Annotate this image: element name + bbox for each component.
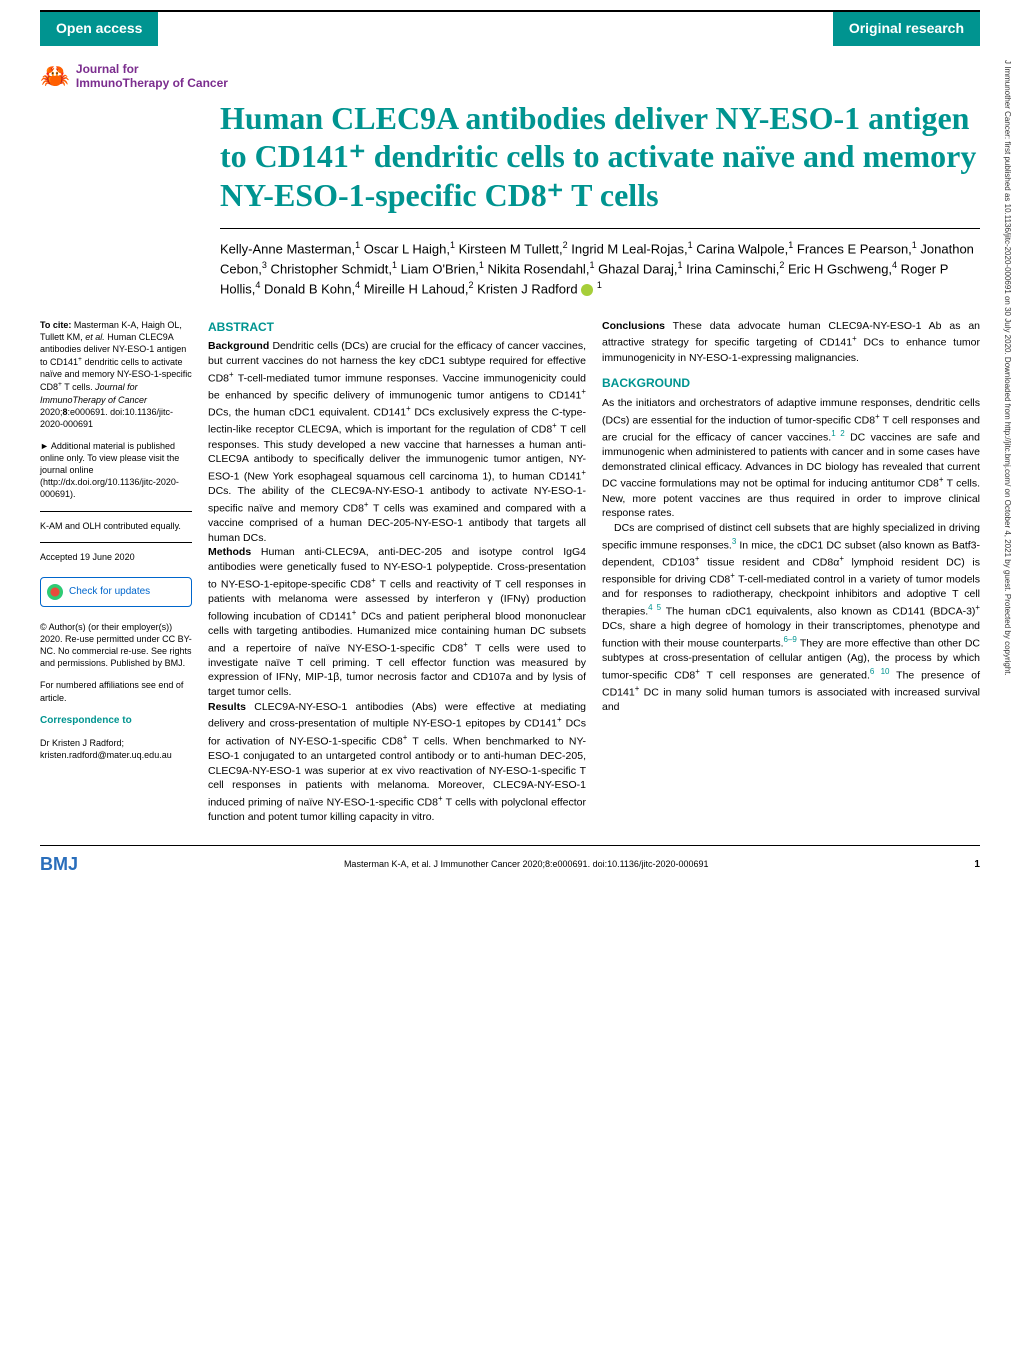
- journal-logo: 🦀 Journal for ImmunoTherapy of Cancer: [40, 62, 1020, 91]
- abstract-methods: Methods Human anti-CLEC9A, anti-DEC-205 …: [208, 545, 586, 699]
- check-updates-text: Check for updates: [69, 585, 150, 599]
- sidebar-rule-2: [40, 542, 192, 543]
- license-text: © Author(s) (or their employer(s)) 2020.…: [40, 621, 192, 670]
- journal-crab-icon: 🦀: [40, 62, 70, 91]
- column-left: ABSTRACT Background Dendritic cells (DCs…: [208, 319, 586, 825]
- bmj-logo: BMJ: [40, 854, 78, 875]
- main-columns: ABSTRACT Background Dendritic cells (DCs…: [208, 319, 980, 825]
- additional-material: ► Additional material is published onlin…: [40, 440, 192, 501]
- abstract-heading: ABSTRACT: [208, 319, 586, 336]
- abstract-background: Background Dendritic cells (DCs) are cru…: [208, 339, 586, 545]
- sidebar-rule-1: [40, 511, 192, 512]
- footer: BMJ Masterman K-A, et al. J Immunother C…: [40, 845, 980, 875]
- title-rule: [220, 228, 980, 229]
- sidebar: To cite: Masterman K-A, Haigh OL, Tullet…: [40, 319, 208, 825]
- contributed-equally: K-AM and OLH contributed equally.: [40, 520, 192, 532]
- journal-name-line1: Journal for: [76, 62, 228, 76]
- footer-citation: Masterman K-A, et al. J Immunother Cance…: [344, 859, 709, 869]
- journal-name: Journal for ImmunoTherapy of Cancer: [76, 62, 228, 91]
- accepted-date: Accepted 19 June 2020: [40, 551, 192, 563]
- abstract-conclusions: Conclusions These data advocate human CL…: [602, 319, 980, 366]
- column-right: Conclusions These data advocate human CL…: [602, 319, 980, 825]
- journal-name-line2: ImmunoTherapy of Cancer: [76, 76, 228, 90]
- correspondence-text: Dr Kristen J Radford; kristen.radford@ma…: [40, 737, 192, 761]
- header-open-access: Open access: [40, 12, 158, 46]
- check-updates-button[interactable]: Check for updates: [40, 577, 192, 607]
- author-list: Kelly-Anne Masterman,1 Oscar L Haigh,1 K…: [220, 239, 980, 298]
- background-p2: DCs are comprised of distinct cell subse…: [602, 521, 980, 715]
- correspondence-heading: Correspondence to: [40, 714, 192, 728]
- citation-info: To cite: Masterman K-A, Haigh OL, Tullet…: [40, 319, 192, 430]
- background-p1: As the initiators and orchestrators of a…: [602, 396, 980, 521]
- affiliations-note: For numbered affiliations see end of art…: [40, 679, 192, 703]
- background-heading: BACKGROUND: [602, 375, 980, 392]
- article-title: Human CLEC9A antibodies deliver NY-ESO-1…: [220, 99, 980, 214]
- content-wrap: To cite: Masterman K-A, Haigh OL, Tullet…: [40, 319, 980, 825]
- header-original-research: Original research: [833, 12, 980, 46]
- crossmark-icon: [47, 584, 63, 600]
- page-number: 1: [974, 859, 980, 870]
- header-bar: Open access Original research: [40, 10, 980, 46]
- abstract-results: Results CLEC9A-NY-ESO-1 antibodies (Abs)…: [208, 700, 586, 825]
- header-spacer: [158, 12, 832, 46]
- copyright-sidenote: J Immunother Cancer: first published as …: [1003, 60, 1012, 1340]
